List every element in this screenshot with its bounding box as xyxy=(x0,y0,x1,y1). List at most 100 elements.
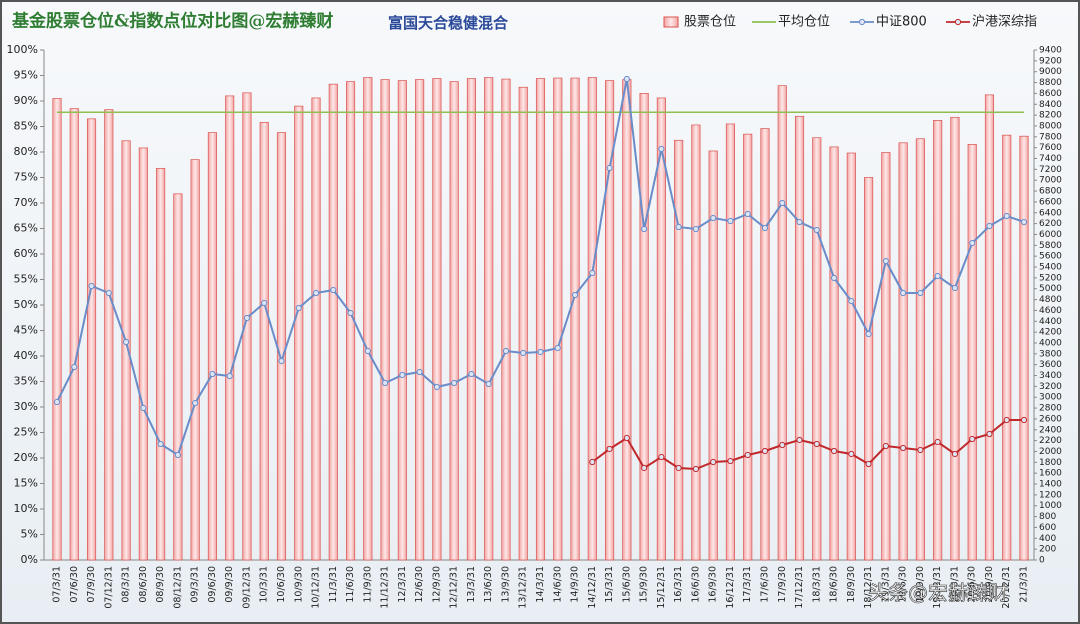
point xyxy=(779,199,786,207)
y2-tick-label: 5800 xyxy=(1039,241,1062,251)
point xyxy=(468,370,475,378)
x-tick-label: 16/12/31 xyxy=(725,566,736,609)
x-tick-label: 20/12/31 xyxy=(1001,566,1012,609)
point xyxy=(347,309,354,317)
point xyxy=(675,464,682,472)
point xyxy=(330,286,337,294)
bar xyxy=(605,80,615,561)
x-tick-label: 09/12/31 xyxy=(241,566,252,609)
y-tick-label: 45% xyxy=(14,324,38,337)
x-tick-label: 11/3/31 xyxy=(328,566,339,603)
bar xyxy=(812,137,822,561)
point xyxy=(951,284,959,292)
bar xyxy=(881,152,891,561)
bar xyxy=(725,123,735,561)
point xyxy=(451,379,458,387)
x-tick-label: 10/9/30 xyxy=(293,566,304,603)
x-tick-label: 20/3/31 xyxy=(949,566,960,603)
bar xyxy=(1019,135,1029,561)
x-tick-label: 16/6/30 xyxy=(690,566,701,603)
point xyxy=(71,363,78,371)
x-tick-label: 10/12/31 xyxy=(311,566,322,609)
bar xyxy=(259,122,269,561)
bar xyxy=(311,97,321,561)
y-tick-label: 20% xyxy=(14,451,38,464)
y2-tick-label: 5200 xyxy=(1039,273,1062,283)
bar xyxy=(829,146,839,561)
y-tick-label: 50% xyxy=(14,298,38,311)
bar xyxy=(242,92,252,561)
x-tick-label: 17/12/31 xyxy=(794,566,805,609)
y-tick-label: 85% xyxy=(14,120,38,133)
y2-tick-label: 1000 xyxy=(1039,501,1062,511)
y-tick-label: 5% xyxy=(21,528,38,541)
point xyxy=(1003,416,1010,424)
point xyxy=(692,465,700,473)
bar xyxy=(104,109,114,561)
bar xyxy=(363,77,373,561)
x-tick-label: 13/3/31 xyxy=(466,566,477,603)
point xyxy=(433,383,440,391)
bar xyxy=(518,86,528,561)
point xyxy=(900,444,907,452)
point xyxy=(865,460,872,468)
x-tick-label: 08/3/31 xyxy=(121,566,132,603)
x-tick-label: 07/9/30 xyxy=(86,566,97,603)
bar xyxy=(933,120,943,561)
point xyxy=(537,348,544,356)
bar xyxy=(639,92,649,561)
bar xyxy=(415,79,425,561)
y2-tick-label: 8600 xyxy=(1039,89,1062,99)
point xyxy=(105,289,112,297)
bar xyxy=(656,97,666,561)
point xyxy=(882,442,889,450)
y2-tick-label: 7600 xyxy=(1039,143,1062,153)
x-tick-label: 15/6/30 xyxy=(621,566,632,603)
x-tick-label: 12/12/31 xyxy=(449,566,460,609)
x-tick-label: 20/6/30 xyxy=(967,566,978,603)
y-tick-label: 90% xyxy=(14,94,38,107)
x-tick-label: 15/12/31 xyxy=(656,566,667,609)
point xyxy=(140,404,147,412)
bar xyxy=(587,77,597,561)
y2-tick-label: 7000 xyxy=(1039,176,1062,186)
point xyxy=(53,398,61,406)
bar xyxy=(950,116,960,561)
point xyxy=(554,344,561,352)
bar xyxy=(535,78,546,561)
y-tick-label: 0% xyxy=(21,553,38,566)
bar xyxy=(846,152,856,561)
y2-tick-label: 4000 xyxy=(1039,338,1062,348)
point xyxy=(727,217,734,225)
bar xyxy=(743,133,753,561)
y2-tick-label: 2000 xyxy=(1039,447,1062,457)
x-tick-label: 09/3/31 xyxy=(190,566,201,603)
y2-tick-label: 6000 xyxy=(1039,230,1062,240)
point xyxy=(261,299,268,307)
bar xyxy=(708,150,718,561)
y-tick-label: 100% xyxy=(7,43,38,56)
point xyxy=(710,214,717,222)
point xyxy=(1020,416,1028,424)
bar xyxy=(380,79,390,561)
point xyxy=(848,450,855,458)
x-tick-label: 15/3/31 xyxy=(604,566,615,603)
point xyxy=(761,447,769,455)
y2-tick-label: 4200 xyxy=(1039,328,1062,338)
y-tick-label: 95% xyxy=(14,69,38,82)
x-tick-label: 14/3/31 xyxy=(535,566,546,603)
x-tick-label: 18/12/31 xyxy=(863,566,874,609)
x-tick-label: 12/9/30 xyxy=(431,566,442,603)
x-tick-label: 13/9/30 xyxy=(500,566,511,603)
point xyxy=(399,371,406,379)
y2-tick-label: 400 xyxy=(1039,534,1056,544)
y2-tick-label: 3200 xyxy=(1039,382,1062,392)
x-tick-label: 12/3/31 xyxy=(397,566,408,603)
y2-tick-label: 4400 xyxy=(1039,317,1062,327)
point xyxy=(623,75,630,83)
bar xyxy=(207,132,217,561)
point xyxy=(744,451,751,459)
y-tick-label: 25% xyxy=(14,426,38,439)
x-tick-label: 09/9/30 xyxy=(224,566,235,603)
